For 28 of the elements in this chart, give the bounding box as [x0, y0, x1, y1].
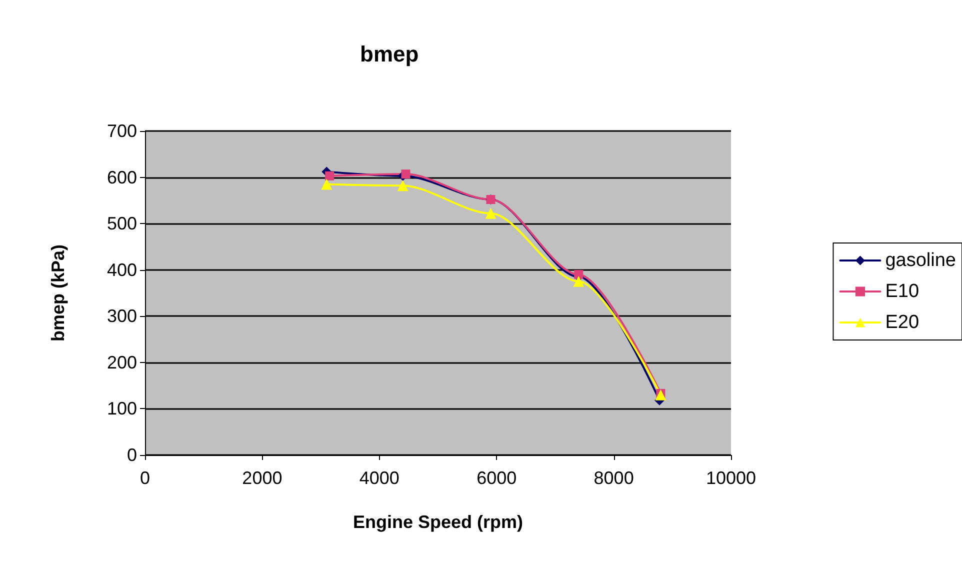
legend-label: gasoline: [885, 250, 956, 271]
legend-label: E20: [885, 312, 920, 333]
chart-title: bmep: [360, 42, 419, 66]
point: [574, 270, 584, 279]
point: [397, 180, 408, 192]
x-tick-label: 4000: [359, 468, 400, 488]
y-tick-label: 600: [106, 167, 137, 188]
y-axis-title: bmep (kPa): [48, 244, 68, 342]
x-tick-label: 10000: [706, 468, 756, 488]
y-tick-label: 0: [126, 445, 137, 465]
x-tick-label: 0: [140, 468, 150, 488]
point: [321, 178, 332, 190]
x-axis-title: Engine Speed (rpm): [352, 512, 524, 532]
y-tick-label: 100: [106, 398, 137, 419]
legend-label: E10: [885, 281, 920, 302]
point: [655, 389, 666, 400]
y-tick-label: 400: [106, 260, 137, 280]
y-tick-label: 500: [106, 214, 137, 234]
x-tick-label: 8000: [594, 468, 634, 488]
point: [325, 171, 334, 180]
y-tick-label: 700: [106, 121, 137, 141]
y-tick-label: 300: [106, 306, 137, 326]
x-tick-label: 6000: [476, 468, 517, 488]
point: [485, 208, 496, 219]
x-tick-label: 2000: [242, 468, 282, 488]
point: [401, 170, 410, 179]
point: [573, 276, 584, 287]
y-tick-label: 200: [106, 352, 137, 372]
